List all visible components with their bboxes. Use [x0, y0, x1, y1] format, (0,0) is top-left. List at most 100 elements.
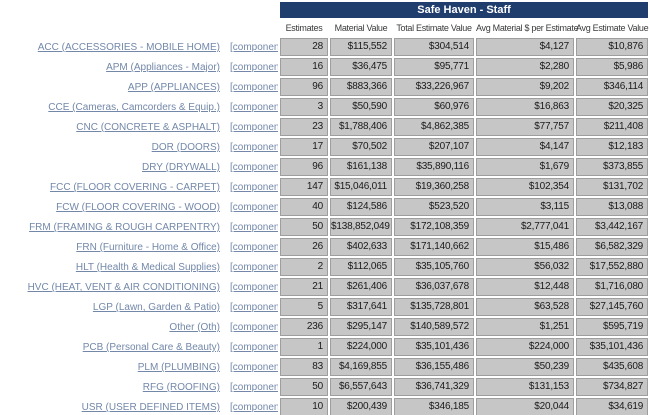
category-cell: PLM (PLUMBING) — [2, 358, 224, 376]
material-value-cell: $6,557,643 — [330, 378, 392, 396]
estimates-cell: 83 — [280, 358, 328, 376]
category-cell: FRN (Furniture - Home & Office) — [2, 238, 224, 256]
components-link[interactable]: [components] — [230, 222, 278, 233]
table-row: FCW (FLOOR COVERING - WOOD) [components]… — [2, 198, 649, 216]
category-cell: RFG (ROOFING) — [2, 378, 224, 396]
components-link[interactable]: [components] — [230, 82, 278, 93]
estimates-cell: 236 — [280, 318, 328, 336]
table-row: FRN (Furniture - Home & Office) [compone… — [2, 238, 649, 256]
total-estimate-value-cell: $36,155,486 — [394, 358, 474, 376]
category-link[interactable]: RFG (ROOFING) — [142, 382, 220, 393]
category-link[interactable]: Other (Oth) — [169, 322, 220, 333]
category-link[interactable]: DOR (DOORS) — [151, 142, 220, 153]
components-cell: [components] — [226, 338, 278, 356]
components-link[interactable]: [components] — [230, 302, 278, 313]
components-link[interactable]: [components] — [230, 242, 278, 253]
material-value-cell: $112,065 — [330, 258, 392, 276]
components-link[interactable]: [components] — [230, 162, 278, 173]
avg-estimate-value-cell: $12,183 — [576, 138, 649, 156]
avg-material-per-estimate-cell: $2,280 — [476, 58, 574, 76]
avg-estimate-value-cell: $35,101,436 — [576, 338, 649, 356]
components-link[interactable]: [components] — [230, 342, 278, 353]
category-link[interactable]: DRY (DRYWALL) — [142, 162, 220, 173]
category-link[interactable]: HVC (HEAT, VENT & AIR CONDITIONING) — [27, 282, 220, 293]
material-value-cell: $15,046,011 — [330, 178, 392, 196]
category-link[interactable]: FCC (FLOOR COVERING - CARPET) — [49, 182, 220, 193]
estimates-cell: 147 — [280, 178, 328, 196]
table-row: HLT (Health & Medical Supplies) [compone… — [2, 258, 649, 276]
avg-material-per-estimate-cell: $2,777,041 — [476, 218, 574, 236]
table-row: CNC (CONCRETE & ASPHALT) [components] 23… — [2, 118, 649, 136]
avg-material-per-estimate-cell: $63,528 — [476, 298, 574, 316]
estimates-cell: 40 — [280, 198, 328, 216]
components-link[interactable]: [components] — [230, 102, 278, 113]
components-link[interactable]: [components] — [230, 382, 278, 393]
components-link[interactable]: [components] — [230, 322, 278, 333]
avg-material-per-estimate-cell: $16,863 — [476, 98, 574, 116]
components-link[interactable]: [components] — [230, 262, 278, 273]
category-link[interactable]: FCW (FLOOR COVERING - WOOD) — [56, 202, 220, 213]
components-link[interactable]: [components] — [230, 122, 278, 133]
material-value-cell: $70,502 — [330, 138, 392, 156]
estimates-cell: 17 — [280, 138, 328, 156]
total-estimate-value-cell: $36,741,329 — [394, 378, 474, 396]
components-link[interactable]: [components] — [230, 362, 278, 373]
column-header-material-value: Material Value — [334, 22, 388, 33]
components-cell: [components] — [226, 198, 278, 216]
estimates-cell: 96 — [280, 78, 328, 96]
category-link[interactable]: LGP (Lawn, Garden & Patio) — [92, 302, 220, 313]
avg-estimate-value-cell: $20,325 — [576, 98, 649, 116]
total-estimate-value-cell: $140,589,572 — [394, 318, 474, 336]
material-value-cell: $317,641 — [330, 298, 392, 316]
total-estimate-value-cell: $346,185 — [394, 398, 474, 415]
category-link[interactable]: PCB (Personal Care & Beauty) — [82, 342, 220, 353]
components-cell: [components] — [226, 58, 278, 76]
avg-estimate-value-cell: $734,827 — [576, 378, 649, 396]
total-estimate-value-cell: $304,514 — [394, 38, 474, 56]
category-cell: ACC (ACCESSORIES - MOBILE HOME) — [2, 38, 224, 56]
components-link[interactable]: [components] — [230, 62, 278, 73]
total-estimate-value-cell: $172,108,359 — [394, 218, 474, 236]
table-row: ACC (ACCESSORIES - MOBILE HOME) [compone… — [2, 38, 649, 56]
estimates-cell: 50 — [280, 218, 328, 236]
category-cell: FCC (FLOOR COVERING - CARPET) — [2, 178, 224, 196]
avg-material-per-estimate-cell: $4,127 — [476, 38, 574, 56]
category-link[interactable]: FRM (FRAMING & ROUGH CARPENTRY) — [29, 222, 220, 233]
category-cell: PCB (Personal Care & Beauty) — [2, 338, 224, 356]
table-row: FRM (FRAMING & ROUGH CARPENTRY) [compone… — [2, 218, 649, 236]
components-link[interactable]: [components] — [230, 202, 278, 213]
total-estimate-value-cell: $35,890,116 — [394, 158, 474, 176]
title-row: Safe Haven - Staff — [2, 2, 649, 18]
category-link[interactable]: CCE (Cameras, Camcorders & Equip.) — [48, 102, 220, 113]
components-link[interactable]: [components] — [230, 142, 278, 153]
category-link[interactable]: CNC (CONCRETE & ASPHALT) — [76, 122, 220, 133]
avg-material-per-estimate-cell: $224,000 — [476, 338, 574, 356]
category-link[interactable]: USR (USER DEFINED ITEMS) — [81, 402, 220, 413]
category-link[interactable]: ACC (ACCESSORIES - MOBILE HOME) — [37, 42, 220, 53]
components-cell: [components] — [226, 238, 278, 256]
table-row: RFG (ROOFING) [components] 50 $6,557,643… — [2, 378, 649, 396]
components-cell: [components] — [226, 178, 278, 196]
category-link[interactable]: HLT (Health & Medical Supplies) — [75, 262, 220, 273]
material-value-cell: $224,000 — [330, 338, 392, 356]
components-link[interactable]: [components] — [230, 282, 278, 293]
category-link[interactable]: FRN (Furniture - Home & Office) — [76, 242, 220, 253]
estimates-cell: 10 — [280, 398, 328, 415]
components-link[interactable]: [components] — [230, 42, 278, 53]
category-link[interactable]: PLM (PLUMBING) — [137, 362, 220, 373]
avg-material-per-estimate-cell: $9,202 — [476, 78, 574, 96]
components-cell: [components] — [226, 298, 278, 316]
components-link[interactable]: [components] — [230, 182, 278, 193]
components-link[interactable]: [components] — [230, 402, 278, 413]
category-link[interactable]: APP (APPLIANCES) — [127, 82, 220, 93]
category-link[interactable]: APM (Appliances - Major) — [106, 62, 220, 73]
category-cell: FRM (FRAMING & ROUGH CARPENTRY) — [2, 218, 224, 236]
components-cell: [components] — [226, 258, 278, 276]
components-cell: [components] — [226, 138, 278, 156]
estimates-cell: 96 — [280, 158, 328, 176]
estimates-cell: 1 — [280, 338, 328, 356]
avg-material-per-estimate-cell: $4,147 — [476, 138, 574, 156]
avg-estimate-value-cell: $34,619 — [576, 398, 649, 415]
total-estimate-value-cell: $19,360,258 — [394, 178, 474, 196]
